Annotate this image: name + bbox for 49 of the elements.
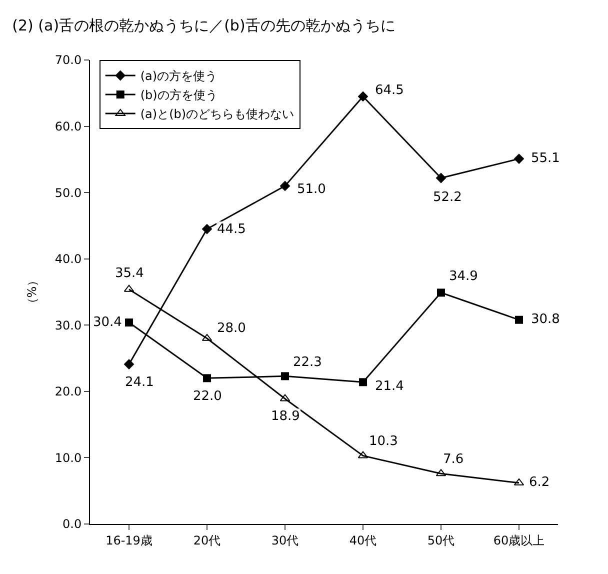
chart-title: (2) (a)舌の根の乾かぬうちに／(b)舌の先の乾かぬうちに xyxy=(12,16,396,35)
point xyxy=(203,374,211,382)
point xyxy=(280,180,290,192)
x-tick-label: 30代 xyxy=(271,533,299,548)
data-label: 55.1 xyxy=(531,151,560,166)
data-label: 44.5 xyxy=(217,222,246,237)
data-label: 7.6 xyxy=(443,452,464,467)
point xyxy=(124,359,134,370)
y-tick-label: 60.0 xyxy=(54,119,82,134)
y-tick-label: 0.0 xyxy=(62,517,82,532)
point xyxy=(281,372,289,380)
data-label: 30.8 xyxy=(531,312,560,327)
y-tick-label: 20.0 xyxy=(54,384,82,399)
data-label: 6.2 xyxy=(529,475,550,490)
data-label: 21.4 xyxy=(375,379,404,394)
y-tick-label: 70.0 xyxy=(54,53,82,68)
data-label: 52.2 xyxy=(433,190,462,205)
legend-label: (a)と(b)のどちらも使わない xyxy=(140,107,294,122)
x-tick-label: 40代 xyxy=(349,533,377,548)
x-tick-label: 60歳以上 xyxy=(493,533,545,548)
legend-label: (a)の方を使う xyxy=(140,69,218,84)
y-axis-title: （%） xyxy=(25,274,40,310)
x-tick-label: 20代 xyxy=(193,533,221,548)
data-label: 51.0 xyxy=(297,182,326,197)
y-tick-label: 40.0 xyxy=(54,252,82,266)
data-label: 64.5 xyxy=(375,83,404,98)
data-label: 22.3 xyxy=(293,355,322,370)
legend-label: (b)の方を使う xyxy=(140,88,218,102)
point xyxy=(125,318,133,326)
point xyxy=(514,154,524,164)
y-tick-label: 10.0 xyxy=(54,450,82,465)
point xyxy=(359,378,367,386)
data-label: 30.4 xyxy=(93,315,122,330)
data-label: 10.3 xyxy=(369,434,398,449)
data-label: 34.9 xyxy=(449,269,478,284)
y-tick-label: 50.0 xyxy=(54,186,82,200)
data-label: 35.4 xyxy=(115,266,144,281)
point xyxy=(515,316,523,324)
data-label: 24.1 xyxy=(125,375,154,390)
data-label: 22.0 xyxy=(193,389,222,404)
point xyxy=(202,224,212,234)
data-label: 18.9 xyxy=(271,409,300,424)
point xyxy=(436,172,446,184)
data-label: 28.0 xyxy=(217,321,246,336)
y-tick-label: 30.0 xyxy=(54,318,82,332)
point xyxy=(437,288,445,297)
x-tick-label: 16-19歳 xyxy=(106,533,152,548)
x-tick-label: 50代 xyxy=(427,533,455,548)
point xyxy=(358,91,368,102)
